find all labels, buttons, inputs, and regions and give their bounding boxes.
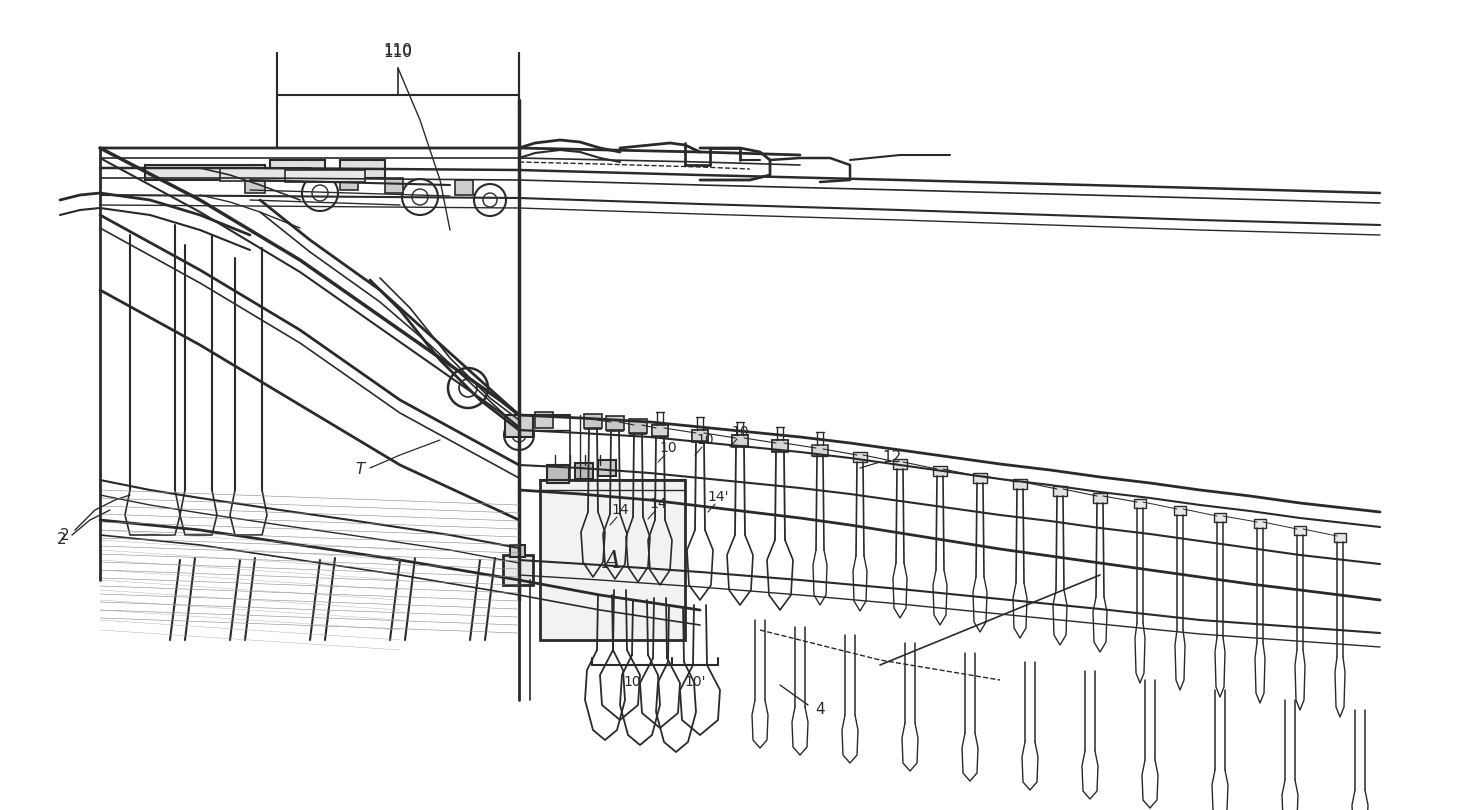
Bar (548, 465, 568, 483)
Bar (933, 466, 947, 476)
Text: 2: 2 (61, 527, 70, 543)
Text: 10: 10 (659, 441, 677, 455)
Text: 10: 10 (696, 433, 714, 447)
Bar (505, 415, 533, 437)
Bar (732, 435, 748, 446)
Bar (384, 178, 404, 193)
Bar (605, 416, 623, 430)
Bar (651, 425, 668, 436)
Bar (598, 460, 616, 476)
Bar (456, 180, 473, 195)
Bar (1334, 533, 1346, 542)
Bar (340, 160, 384, 178)
Bar (585, 414, 603, 428)
Bar (340, 175, 358, 190)
Bar (1174, 506, 1186, 515)
Bar (772, 440, 788, 451)
Bar (1214, 513, 1226, 522)
Bar (220, 168, 310, 181)
Bar (585, 417, 601, 429)
Text: T: T (355, 463, 365, 478)
Bar (574, 463, 594, 479)
Bar (540, 480, 686, 640)
Bar (245, 175, 266, 193)
Bar (813, 446, 827, 456)
Bar (1254, 519, 1266, 528)
Bar (1294, 526, 1306, 535)
Bar (1014, 479, 1027, 489)
Bar (1094, 493, 1107, 503)
Bar (853, 452, 867, 462)
Text: 2: 2 (58, 532, 67, 548)
Bar (732, 435, 748, 447)
Bar (893, 459, 907, 469)
Bar (651, 425, 668, 437)
Bar (629, 419, 647, 433)
Bar (145, 165, 266, 180)
Text: 110: 110 (383, 43, 413, 58)
Bar (607, 419, 623, 431)
Text: 10: 10 (623, 675, 641, 689)
Bar (503, 555, 533, 585)
Text: 14: 14 (611, 503, 629, 517)
Bar (772, 440, 788, 452)
Text: A: A (604, 551, 620, 573)
Text: 10: 10 (732, 425, 749, 439)
Bar (1054, 486, 1067, 496)
Text: 14: 14 (649, 497, 666, 511)
Text: 12: 12 (883, 450, 902, 466)
Text: 4: 4 (815, 702, 825, 718)
Bar (692, 430, 708, 441)
Bar (1134, 499, 1146, 508)
Bar (692, 430, 708, 442)
Bar (974, 473, 987, 483)
Bar (285, 170, 365, 182)
Bar (812, 445, 828, 456)
Text: 14': 14' (708, 490, 729, 504)
Bar (631, 422, 646, 434)
Bar (510, 545, 525, 557)
Text: 110: 110 (383, 45, 413, 60)
Text: 10': 10' (684, 675, 706, 689)
Bar (270, 160, 325, 180)
Bar (536, 412, 554, 428)
